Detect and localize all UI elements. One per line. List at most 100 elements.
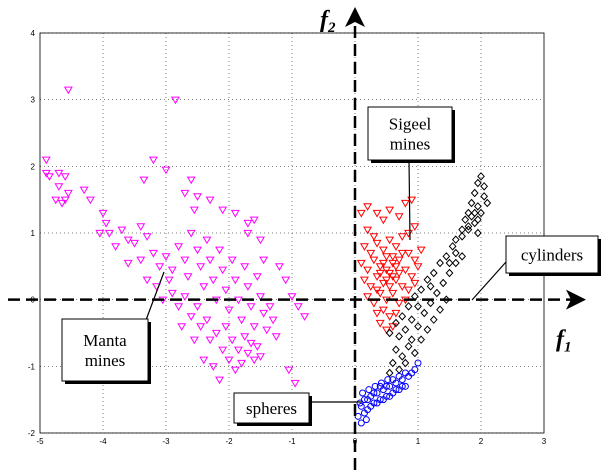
data-point — [397, 233, 407, 241]
data-point — [483, 198, 492, 208]
data-point — [389, 376, 397, 384]
data-point — [139, 176, 149, 185]
feature-axes: f1 f2 — [8, 7, 586, 470]
data-point — [372, 209, 382, 218]
data-point — [378, 306, 388, 315]
data-point — [362, 416, 370, 424]
data-point — [388, 253, 398, 261]
data-point — [410, 256, 420, 265]
data-point — [249, 356, 259, 365]
data-point — [394, 256, 404, 265]
data-point — [423, 275, 432, 284]
data-point — [401, 369, 409, 377]
data-point — [367, 402, 375, 410]
data-point — [401, 382, 409, 390]
data-point — [357, 402, 365, 410]
data-point — [218, 206, 228, 215]
data-point — [382, 266, 391, 275]
data-point — [414, 322, 422, 331]
data-point — [395, 372, 403, 380]
data-point — [211, 329, 221, 338]
data-point — [142, 276, 152, 285]
data-point — [356, 259, 366, 268]
data-point — [414, 302, 422, 311]
data-point — [400, 266, 410, 275]
data-point — [359, 276, 369, 285]
data-point — [386, 392, 394, 400]
plot-frame — [39, 32, 545, 434]
data-point — [385, 206, 395, 215]
data-point — [243, 229, 253, 238]
data-point — [382, 276, 391, 285]
data-point — [41, 156, 51, 165]
data-point — [174, 303, 184, 311]
data-point — [369, 233, 379, 241]
data-point — [205, 256, 215, 265]
data-point — [123, 236, 133, 245]
data-point — [189, 206, 199, 215]
data-point — [372, 286, 382, 295]
data-point — [407, 273, 417, 281]
y-tick-label: 4 — [31, 29, 36, 38]
data-point — [423, 325, 432, 334]
data-point — [136, 223, 146, 231]
data-point — [473, 228, 482, 238]
data-point — [136, 256, 146, 265]
annotation-label: mines — [390, 135, 431, 154]
data-point — [360, 396, 368, 404]
data-point — [233, 346, 243, 355]
data-point — [429, 315, 438, 324]
data-point — [373, 399, 381, 407]
data-point — [218, 266, 228, 275]
data-point — [451, 235, 460, 244]
data-point — [384, 376, 392, 384]
data-point — [274, 263, 284, 271]
data-point — [385, 313, 395, 321]
data-point — [202, 316, 212, 325]
data-point — [369, 299, 379, 308]
data-point — [237, 316, 247, 325]
data-point — [401, 325, 410, 334]
data-point — [364, 396, 372, 404]
data-point — [189, 336, 199, 345]
data-point — [395, 332, 403, 341]
data-point — [410, 223, 420, 231]
data-point — [458, 225, 466, 234]
data-points — [41, 86, 492, 427]
data-point — [354, 412, 362, 420]
data-point — [372, 309, 382, 318]
annotation-label: mines — [85, 351, 126, 370]
data-point — [386, 382, 394, 390]
data-point — [186, 176, 196, 185]
data-point — [357, 419, 365, 427]
data-point — [407, 335, 416, 344]
data-point — [420, 308, 429, 318]
f2-arrow-icon — [345, 7, 365, 27]
data-point — [215, 246, 225, 255]
data-point — [300, 313, 310, 321]
data-point — [411, 366, 419, 374]
data-point — [186, 313, 196, 321]
annotation-box-cylinders — [505, 235, 599, 274]
x-tick-label: 3 — [542, 437, 547, 446]
data-point — [262, 326, 272, 335]
annotation-pointer-manta-mines — [145, 271, 165, 321]
data-point — [385, 328, 394, 338]
x-tick-label: -2 — [225, 437, 233, 446]
data-point — [180, 189, 190, 198]
data-point — [199, 283, 209, 291]
data-point — [407, 315, 416, 324]
data-point — [356, 209, 366, 218]
data-point — [196, 323, 206, 331]
data-point — [252, 343, 262, 351]
data-point — [130, 239, 139, 248]
data-point — [375, 269, 385, 278]
data-point — [464, 225, 473, 234]
data-point — [249, 323, 259, 331]
series-sigeel-mines — [356, 196, 426, 335]
data-point — [57, 199, 67, 208]
data-point — [404, 249, 414, 258]
data-point — [111, 243, 121, 251]
data-point — [433, 288, 441, 298]
data-point — [164, 276, 174, 285]
